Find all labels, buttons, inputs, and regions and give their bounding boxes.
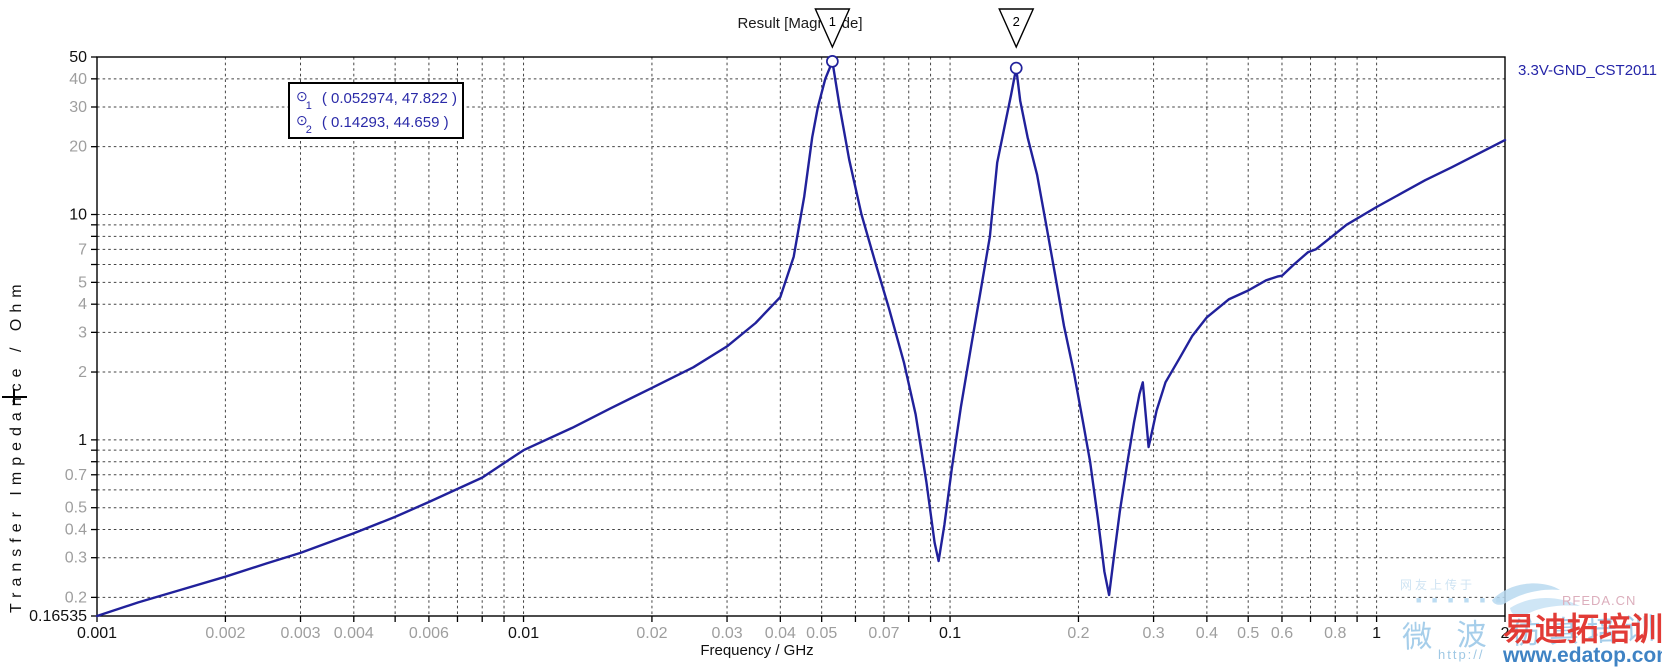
marker-2-icon: ⊙2 xyxy=(296,112,312,136)
x-tick-label: 0.5 xyxy=(1237,625,1259,642)
y-tick-label: 0.3 xyxy=(65,550,87,567)
x-tick-label: 0.01 xyxy=(508,625,539,642)
x-tick-label: 0.04 xyxy=(765,625,796,642)
x-tick-label: 0.002 xyxy=(205,625,245,642)
marker-flag-number: 2 xyxy=(1013,14,1020,29)
x-tick-label: 0.07 xyxy=(868,625,899,642)
marker-readout-row: ⊙1 ( 0.052974, 47.822 ) xyxy=(296,86,458,112)
x-tick-label: 0.2 xyxy=(1067,625,1089,642)
x-tick-label: 0.4 xyxy=(1196,625,1218,642)
marker-readout-box[interactable]: ⊙1 ( 0.052974, 47.822 ) ⊙2 ( 0.14293, 44… xyxy=(288,82,464,139)
y-tick-label: 0.7 xyxy=(65,467,87,484)
series-curve xyxy=(95,60,1507,618)
marker-1-icon: ⊙1 xyxy=(296,88,312,112)
x-tick-label: 0.003 xyxy=(280,625,320,642)
y-tick-label: 40 xyxy=(69,71,87,88)
y-tick-label: 10 xyxy=(69,207,87,224)
x-tick-label: 0.6 xyxy=(1271,625,1293,642)
y-tick-label: 1 xyxy=(78,432,87,449)
marker-flag-number: 1 xyxy=(829,14,836,29)
x-tick-label: 0.1 xyxy=(939,625,961,642)
x-tick-label: 0.03 xyxy=(711,625,742,642)
marker-1-value: ( 0.052974, 47.822 ) xyxy=(321,89,457,107)
watermark-brand-name: 易迪拓培训 xyxy=(1503,611,1662,647)
watermark-rfeda-text: RFEDA.CN xyxy=(1562,593,1637,608)
marker-readout-row: ⊙2 ( 0.14293, 44.659 ) xyxy=(296,110,458,136)
watermark-uploader-note: 网友上传于 xyxy=(1400,578,1476,592)
y-tick-label: 4 xyxy=(78,296,87,313)
curve-marker-point[interactable] xyxy=(826,55,839,68)
plot-border xyxy=(96,56,1506,617)
y-tick-label: 7 xyxy=(78,241,87,258)
x-tick-label: 0.05 xyxy=(806,625,837,642)
x-axis-title: Frequency / GHz xyxy=(700,642,814,659)
curve-marker-point[interactable] xyxy=(1009,61,1023,75)
watermark-brand-url[interactable]: www.edatop.com xyxy=(1503,644,1662,667)
y-tick-label: 3 xyxy=(78,324,87,341)
y-tick-label: 0.4 xyxy=(65,522,87,539)
marker-flag[interactable] xyxy=(814,8,851,49)
watermark-url-prefix: http:// xyxy=(1438,647,1485,662)
x-tick-label: 2 xyxy=(1501,625,1510,642)
bird-logo-icon xyxy=(1492,583,1580,617)
x-tick-label: 0.004 xyxy=(334,625,374,642)
y-tick-label: 30 xyxy=(69,99,87,116)
y-tick-label: 50 xyxy=(69,49,87,66)
x-tick-label: 0.006 xyxy=(409,625,449,642)
marker-2-value: ( 0.14293, 44.659 ) xyxy=(321,113,449,131)
x-tick-label: 0.001 xyxy=(77,625,117,642)
marker-flag[interactable] xyxy=(998,8,1035,49)
y-tick-label: 2 xyxy=(78,364,87,381)
legend-series-label[interactable]: 3.3V-GND_CST2011 xyxy=(1518,62,1657,79)
x-tick-label: 0.8 xyxy=(1324,625,1346,642)
x-tick-label: 0.02 xyxy=(636,625,667,642)
x-tick-label: 1 xyxy=(1372,625,1381,642)
y-tick-label: 20 xyxy=(69,139,87,156)
y-tick-label: 5 xyxy=(78,274,87,291)
y-tick-label: 0.2 xyxy=(65,589,87,606)
x-tick-label: 0.3 xyxy=(1142,625,1164,642)
watermark-squares-icon: ■ ■ ■ ■ ■ ■ xyxy=(1416,595,1506,605)
y-tick-label: 0.16535 xyxy=(29,608,87,625)
y-tick-label: 0.5 xyxy=(65,500,87,517)
